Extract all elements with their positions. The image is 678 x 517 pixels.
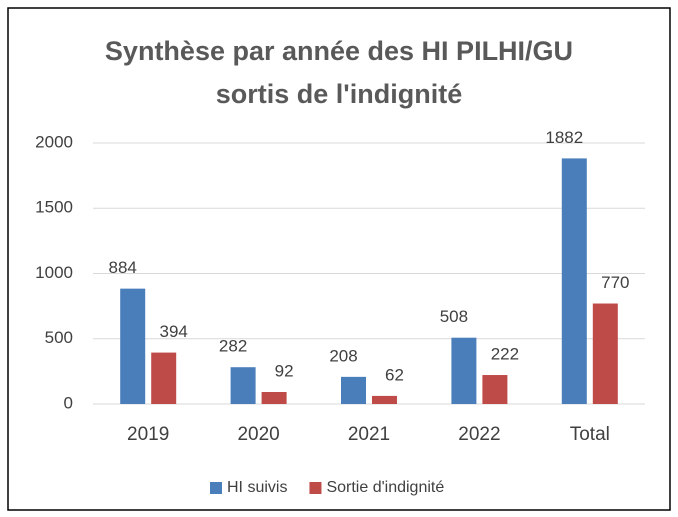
- y-tick-label: 1000: [35, 263, 73, 282]
- y-tick-label: 2000: [35, 132, 73, 151]
- value-label: 62: [385, 365, 404, 384]
- bar: [561, 158, 587, 404]
- legend-label: HI suivis: [227, 479, 287, 496]
- x-tick-label: 2021: [348, 424, 390, 445]
- x-tick-label: 2019: [127, 424, 169, 445]
- y-tick-label: 0: [64, 393, 73, 412]
- bar: [592, 303, 618, 404]
- value-label: 770: [601, 273, 629, 292]
- value-label: 1882: [545, 128, 583, 147]
- value-label: 394: [160, 322, 188, 341]
- value-label: 208: [329, 346, 357, 365]
- y-tick-label: 500: [45, 328, 73, 347]
- value-label: 222: [491, 345, 519, 364]
- bar: [230, 367, 256, 404]
- chart-title: Synthèse par année des HI PILHI/GU sorti…: [104, 36, 574, 109]
- value-label: 92: [275, 361, 294, 380]
- value-label: 508: [440, 307, 468, 326]
- x-tick-label: 2022: [458, 424, 500, 445]
- legend-swatch: [309, 482, 322, 494]
- bar: [482, 375, 508, 404]
- bar: [151, 352, 177, 404]
- chart-border: [7, 7, 671, 511]
- x-tick-label: 2020: [237, 424, 279, 445]
- bar: [261, 391, 287, 404]
- bar: [372, 395, 397, 404]
- value-label: 282: [219, 337, 247, 356]
- value-label: 884: [109, 258, 137, 277]
- legend-swatch: [210, 482, 222, 494]
- y-tick-label: 1500: [35, 198, 73, 217]
- x-tick-label: Total: [570, 424, 610, 445]
- legend-label: Sortie d'indignité: [326, 479, 444, 496]
- bar: [120, 288, 146, 404]
- bar: [341, 376, 366, 404]
- bar: [451, 337, 477, 404]
